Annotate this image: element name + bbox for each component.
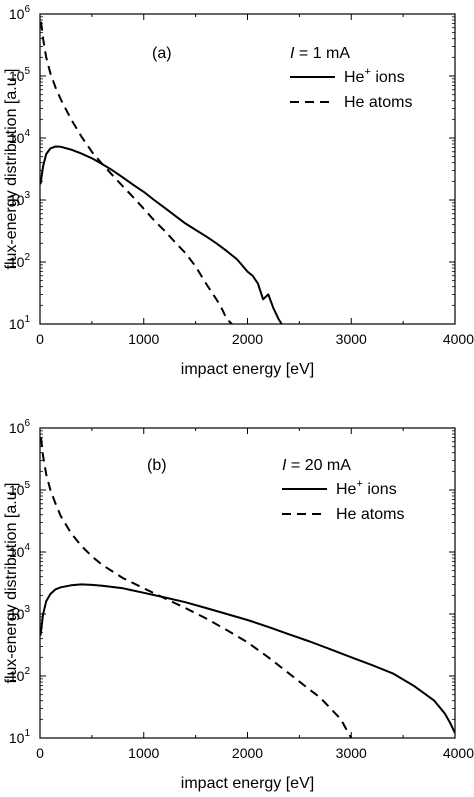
y-tick-exponent: 2 <box>24 666 30 677</box>
series-line-he-ions <box>40 145 283 324</box>
y-tick-base: 10 <box>9 68 25 84</box>
y-tick-exponent: 4 <box>24 128 30 139</box>
y-tick-base: 10 <box>9 6 25 22</box>
legend-entry: He atoms <box>344 94 412 111</box>
plot-frame <box>39 13 456 325</box>
y-tick-label: 101 <box>9 314 31 332</box>
current-annotation: I = 20 mA <box>282 457 351 474</box>
legend-name: He <box>344 69 365 86</box>
y-tick-label: 104 <box>9 128 31 146</box>
legend-name: He <box>336 481 357 498</box>
y-tick-exponent: 3 <box>24 190 30 201</box>
y-tick-label: 106 <box>9 4 31 22</box>
y-tick-exponent: 5 <box>24 66 30 77</box>
current-symbol: I <box>282 457 287 474</box>
legend-name: He <box>344 94 365 111</box>
y-tick-exponent: 2 <box>24 252 30 263</box>
y-tick-exponent: 3 <box>24 604 30 615</box>
chart-panel-a: 0 1000 2000 3000 4000101102103104105106impac… <box>3 4 474 378</box>
legend-name: He <box>336 506 357 523</box>
panel-label: (a) <box>152 45 172 62</box>
x-tick-label: 1000 <box>128 331 159 347</box>
x-tick-label: 3000 <box>336 745 367 761</box>
y-tick-label: 103 <box>9 604 31 622</box>
legend-suffix: ions <box>371 69 405 86</box>
x-tick-label: 1000 <box>128 745 159 761</box>
legend-suffix: atoms <box>364 94 412 111</box>
current-symbol: I <box>290 45 295 62</box>
legend-superscript: + <box>364 66 370 78</box>
y-tick-base: 10 <box>9 730 25 746</box>
y-axis-label: flux-energy distribution [a.u.] <box>3 483 20 684</box>
legend-suffix: atoms <box>356 506 404 523</box>
y-tick-base: 10 <box>9 606 25 622</box>
y-tick-base: 10 <box>9 192 25 208</box>
x-tick-label: 0 <box>36 331 44 347</box>
legend-superscript: + <box>356 478 362 490</box>
legend-entry: He+ ions <box>336 478 397 498</box>
y-tick-label: 105 <box>9 480 31 498</box>
y-axis-label: flux-energy distribution [a.u.] <box>3 69 20 270</box>
current-value: = 20 mA <box>286 457 351 474</box>
y-tick-base: 10 <box>9 316 25 332</box>
y-tick-exponent: 6 <box>24 4 30 15</box>
y-tick-label: 101 <box>9 728 31 746</box>
x-tick-label: 0 <box>36 745 44 761</box>
y-tick-exponent: 6 <box>24 418 30 429</box>
x-tick-label: 2000 <box>232 745 263 761</box>
y-tick-exponent: 4 <box>24 542 30 553</box>
x-tick-label: 4000 <box>443 331 474 347</box>
y-tick-label: 105 <box>9 66 31 84</box>
legend-entry: He atoms <box>336 506 404 523</box>
current-annotation: I = 1 mA <box>290 45 350 62</box>
plot-frame <box>39 427 456 739</box>
y-tick-label: 104 <box>9 542 31 560</box>
y-tick-base: 10 <box>9 130 25 146</box>
series-line-he-ions <box>40 583 455 734</box>
current-value: = 1 mA <box>294 45 350 62</box>
y-tick-exponent: 1 <box>24 728 30 739</box>
panel-label: (b) <box>147 457 167 474</box>
y-tick-base: 10 <box>9 668 25 684</box>
series-line-he-atoms <box>40 437 353 738</box>
y-tick-base: 10 <box>9 420 25 436</box>
x-axis-label: impact energy [eV] <box>181 361 314 378</box>
y-tick-label: 103 <box>9 190 31 208</box>
series-line-he-atoms <box>40 21 233 324</box>
y-tick-base: 10 <box>9 544 25 560</box>
legend-entry: He+ ions <box>344 66 405 86</box>
x-tick-label: 4000 <box>443 745 474 761</box>
x-tick-label: 3000 <box>336 331 367 347</box>
y-tick-exponent: 5 <box>24 480 30 491</box>
chart-panel-b: 0 1000 2000 3000 4000101102103104105106impac… <box>3 418 474 792</box>
y-tick-label: 102 <box>9 252 31 270</box>
y-tick-base: 10 <box>9 482 25 498</box>
y-tick-base: 10 <box>9 254 25 270</box>
x-tick-label: 2000 <box>232 331 263 347</box>
legend-suffix: ions <box>363 481 397 498</box>
x-axis-label: impact energy [eV] <box>181 775 314 792</box>
y-tick-label: 102 <box>9 666 31 684</box>
y-tick-exponent: 1 <box>24 314 30 325</box>
y-tick-label: 106 <box>9 418 31 436</box>
